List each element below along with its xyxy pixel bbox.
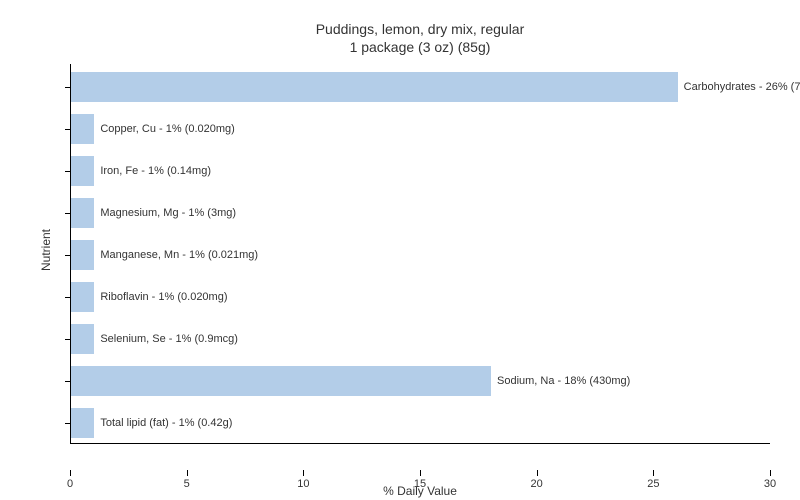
x-tick: [420, 470, 421, 476]
x-tick: [537, 470, 538, 476]
x-tick: [653, 470, 654, 476]
x-tick-label: 20: [531, 478, 543, 490]
chart-title-line2: 1 package (3 oz) (85g): [70, 38, 770, 56]
bar-row: Copper, Cu - 1% (0.020mg): [71, 114, 235, 144]
x-tick: [187, 470, 188, 476]
bar-label: Riboflavin - 1% (0.020mg): [100, 291, 227, 303]
bar-row: Carbohydrates - 26% (78.03g): [71, 72, 800, 102]
bar-label: Carbohydrates - 26% (78.03g): [684, 81, 800, 93]
x-tick-label: 25: [647, 478, 659, 490]
bar: [71, 114, 94, 144]
y-tick: [65, 213, 71, 214]
x-tick: [770, 470, 771, 476]
bar: [71, 198, 94, 228]
y-tick: [65, 129, 71, 130]
bar-label: Copper, Cu - 1% (0.020mg): [100, 123, 235, 135]
bar-label: Iron, Fe - 1% (0.14mg): [100, 165, 211, 177]
x-tick: [303, 470, 304, 476]
x-tick: [70, 470, 71, 476]
bar-row: Selenium, Se - 1% (0.9mcg): [71, 324, 238, 354]
bar-row: Sodium, Na - 18% (430mg): [71, 366, 630, 396]
bar-row: Total lipid (fat) - 1% (0.42g): [71, 408, 232, 438]
y-tick: [65, 255, 71, 256]
bar: [71, 72, 678, 102]
bar-row: Riboflavin - 1% (0.020mg): [71, 282, 228, 312]
y-tick: [65, 381, 71, 382]
chart-title: Puddings, lemon, dry mix, regular 1 pack…: [70, 20, 770, 56]
x-tick-label: 0: [67, 478, 73, 490]
x-tick-label: 15: [414, 478, 426, 490]
y-tick: [65, 171, 71, 172]
bar-label: Manganese, Mn - 1% (0.021mg): [100, 249, 258, 261]
x-tick-label: 5: [184, 478, 190, 490]
y-axis-label: Nutrient: [39, 229, 53, 271]
chart-title-line1: Puddings, lemon, dry mix, regular: [70, 20, 770, 38]
bar-label: Magnesium, Mg - 1% (3mg): [100, 207, 236, 219]
bar: [71, 408, 94, 438]
x-tick-label: 30: [764, 478, 776, 490]
bar-row: Iron, Fe - 1% (0.14mg): [71, 156, 211, 186]
bar: [71, 324, 94, 354]
x-tick-label: 10: [297, 478, 309, 490]
plot-area: Carbohydrates - 26% (78.03g)Copper, Cu -…: [70, 64, 770, 444]
nutrient-chart: Puddings, lemon, dry mix, regular 1 pack…: [0, 0, 800, 500]
y-tick: [65, 297, 71, 298]
bar-row: Magnesium, Mg - 1% (3mg): [71, 198, 236, 228]
bar: [71, 282, 94, 312]
y-tick: [65, 339, 71, 340]
bar-label: Selenium, Se - 1% (0.9mcg): [100, 333, 238, 345]
bar-label: Total lipid (fat) - 1% (0.42g): [100, 417, 232, 429]
y-tick: [65, 87, 71, 88]
bar-label: Sodium, Na - 18% (430mg): [497, 375, 630, 387]
bar: [71, 366, 491, 396]
y-tick: [65, 423, 71, 424]
bar-row: Manganese, Mn - 1% (0.021mg): [71, 240, 258, 270]
bar: [71, 240, 94, 270]
bar: [71, 156, 94, 186]
